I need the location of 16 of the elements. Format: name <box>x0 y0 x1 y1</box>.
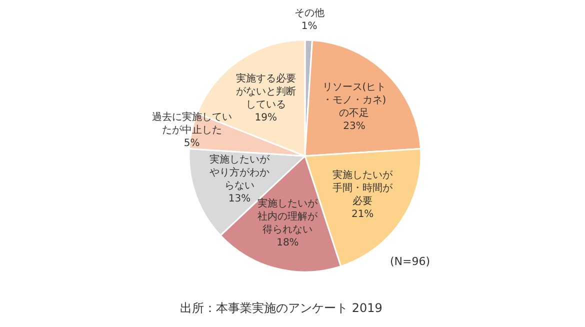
data-label: 1% <box>301 21 318 32</box>
slice-label: 実施する必要がないと判断している <box>236 72 296 110</box>
data-label: 19% <box>254 112 277 124</box>
text: (N=96) <box>390 255 430 268</box>
data-label: 18% <box>276 237 299 248</box>
slice-label: 実施したいがやり方がわからない <box>210 154 271 192</box>
slice-label: リソース(ヒト・モノ・カネ)の不足 <box>322 82 386 119</box>
slice-label: 過去に実施していたが中止した <box>152 111 232 136</box>
data-label: 5% <box>184 138 200 150</box>
data-label: 21% <box>351 209 374 220</box>
slice-label: その他 <box>294 7 324 20</box>
text: 出所：本事業実施のアンケート 2019 <box>180 301 382 315</box>
slice-label: 実施したいが手間・時間が必要 <box>332 169 394 208</box>
data-label: 13% <box>228 194 251 205</box>
data-label: 23% <box>343 120 366 132</box>
slice-label: 実施したいが社内の理解が得られない <box>258 197 319 236</box>
